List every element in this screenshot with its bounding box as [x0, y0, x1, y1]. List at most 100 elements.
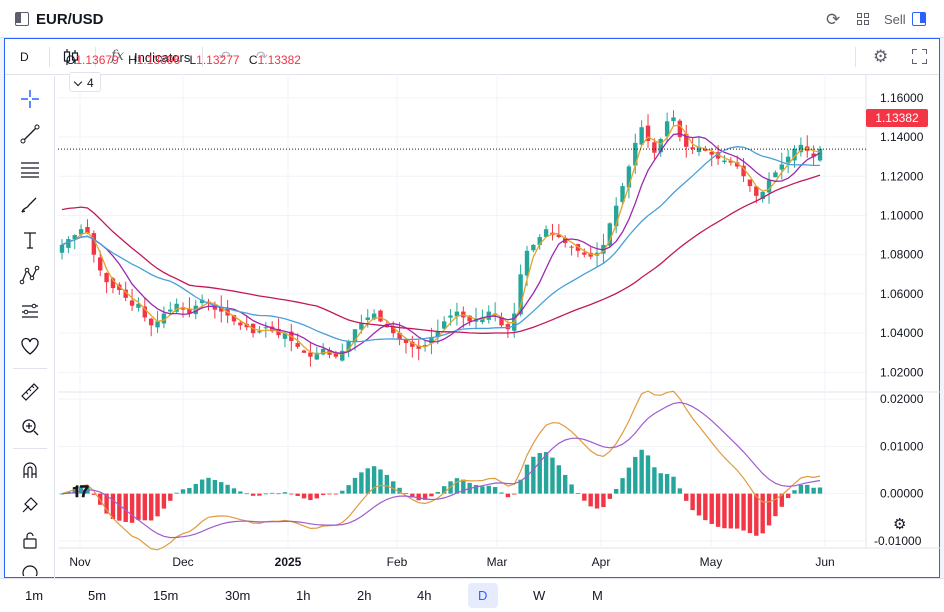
histogram-bar [779, 493, 784, 507]
histogram-bar [671, 476, 676, 494]
indicators-legend-toggle[interactable]: 4 [69, 72, 101, 92]
histogram-bar [645, 455, 651, 494]
timeframe-1m[interactable]: 1m [25, 588, 44, 603]
layout-grid-icon[interactable] [857, 13, 870, 26]
histogram-bar [760, 493, 765, 534]
timeframe-4h[interactable]: 4h [417, 588, 432, 603]
chart-settings-icon[interactable]: ⚙ [893, 516, 907, 533]
zoom-in-icon[interactable] [19, 416, 41, 438]
histogram-bar [320, 493, 326, 496]
timeframe-w[interactable]: W [533, 588, 546, 603]
candle-body [199, 299, 205, 304]
histogram-bar [244, 493, 249, 495]
lock-icon[interactable] [19, 529, 41, 551]
candle-body [537, 237, 542, 246]
magnet-icon[interactable] [19, 459, 41, 481]
histogram-bar [556, 465, 562, 494]
sell-button[interactable]: Sell [884, 12, 906, 27]
candle-body [499, 317, 504, 326]
timeframe-2h[interactable]: 2h [357, 588, 372, 603]
crosshair-icon[interactable] [19, 88, 41, 110]
fib-retracement-icon[interactable] [19, 158, 41, 180]
eye-icon[interactable] [19, 562, 41, 576]
histogram-bar [626, 467, 632, 494]
histogram-bar [250, 493, 256, 496]
tradingview-logo-icon: 𝟏𝟕 [72, 484, 89, 501]
histogram-bar [403, 493, 409, 494]
timeframe-bar: 1m 5m 15m 30m 1h 2h 4h D W M [0, 578, 944, 612]
candle-body [722, 160, 727, 163]
candle-body [543, 229, 549, 237]
candle-body [626, 166, 632, 188]
histogram-bar [677, 488, 683, 494]
interval-selector[interactable]: D [20, 50, 29, 64]
candle-body [448, 315, 453, 318]
favorites-heart-icon[interactable] [19, 335, 41, 357]
timeframe-m[interactable]: M [592, 588, 603, 603]
histogram-bar [333, 493, 339, 495]
brush-icon[interactable] [19, 194, 41, 216]
candle-body [231, 315, 237, 322]
candle-body [416, 345, 421, 349]
time-tick-label: Dec [172, 555, 193, 569]
histogram-bar [461, 479, 466, 494]
candle-body [798, 144, 804, 153]
histogram-bar [174, 492, 179, 494]
timeframe-15m[interactable]: 15m [153, 588, 179, 603]
side-panel-icon[interactable] [912, 12, 926, 26]
candle-body [569, 246, 574, 248]
candle-body [518, 274, 523, 315]
candle-body [257, 331, 262, 333]
time-tick-label: Jun [815, 555, 834, 569]
refresh-icon[interactable]: ⟳ [826, 10, 841, 29]
chart-toolbar: D fx Indicators ↶ ↷ ⚙ [5, 39, 939, 75]
histogram-bar [314, 493, 319, 499]
candles-icon[interactable] [63, 47, 79, 67]
fullscreen-icon[interactable] [912, 49, 927, 64]
histogram-bar [518, 479, 523, 494]
candle-body [276, 328, 281, 336]
histogram-bar [601, 493, 606, 508]
histogram-bar [142, 493, 148, 521]
ruler-icon[interactable] [19, 381, 41, 403]
histogram-bar [193, 484, 198, 494]
settings-gear-icon[interactable]: ⚙ [873, 47, 889, 66]
histogram-bar [543, 452, 549, 494]
text-icon[interactable] [19, 229, 41, 251]
histogram-bar [454, 478, 460, 494]
histogram-bar [798, 484, 804, 494]
candle-body [645, 125, 651, 141]
histogram-bar [741, 493, 746, 531]
candle-body [397, 332, 402, 340]
histogram-bar [524, 464, 530, 494]
prediction-icon[interactable] [19, 300, 41, 322]
price-tick-label: 1.02000 [880, 365, 924, 379]
histogram-bar [352, 477, 358, 494]
lock-drawing-icon[interactable] [19, 494, 41, 516]
redo-icon[interactable]: ↷ [256, 48, 268, 64]
candle-body [613, 205, 619, 227]
undo-icon[interactable]: ↶ [219, 48, 231, 64]
timeframe-1h[interactable]: 1h [296, 588, 311, 603]
candle-body [168, 309, 173, 312]
symbol-title[interactable]: EUR/USD [36, 11, 104, 28]
indicators-icon[interactable]: fx [111, 48, 125, 64]
timeframe-5m[interactable]: 5m [88, 588, 107, 603]
timeframe-d[interactable]: D [478, 588, 488, 603]
trend-line-icon[interactable] [19, 123, 41, 145]
candle-body [505, 324, 511, 330]
candle-body [792, 148, 797, 161]
pattern-icon[interactable] [19, 264, 41, 286]
candle-body [308, 352, 313, 357]
histogram-bar [754, 493, 759, 536]
indicators-button[interactable]: Indicators [134, 50, 191, 65]
candle-body [403, 339, 409, 343]
histogram-bar [486, 485, 491, 494]
histogram-bar [187, 488, 192, 494]
histogram-bar [722, 493, 727, 529]
timeframe-30m[interactable]: 30m [225, 588, 251, 603]
osc-tick-label: 0.01000 [880, 439, 924, 453]
histogram-bar [155, 493, 160, 517]
symbol-panel-icon[interactable] [15, 12, 29, 26]
